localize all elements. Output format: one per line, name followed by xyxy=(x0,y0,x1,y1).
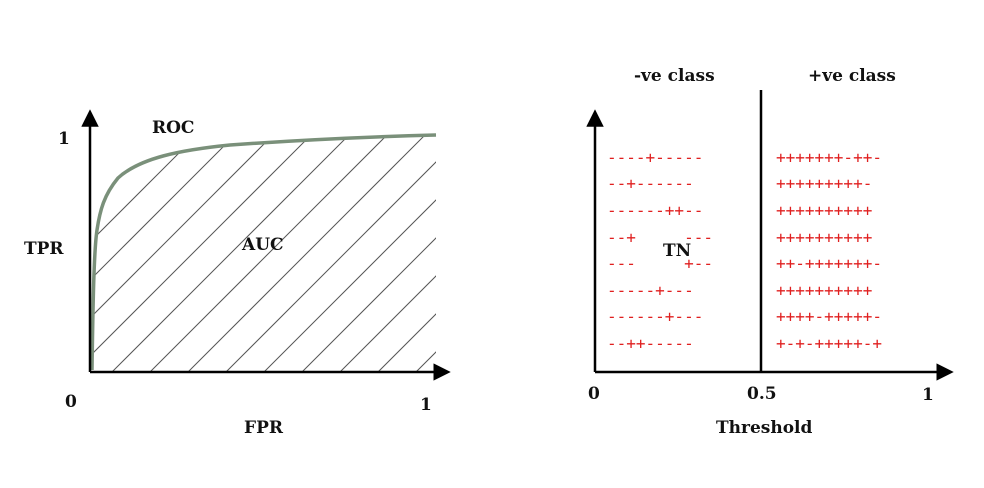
positive-class-samples: +++++++-++- +++++++++- ++++++++++ +++++++++… xyxy=(776,148,882,353)
auc-label: AUC xyxy=(241,235,284,255)
negative-sample-row: --- +-- xyxy=(607,254,713,273)
positive-sample-row: +-+-+++++-+ xyxy=(776,334,882,353)
tpr-axis-label: TPR xyxy=(24,239,64,259)
hatch-line xyxy=(187,135,436,372)
hatch-line xyxy=(92,135,261,372)
hatch-line xyxy=(301,135,436,372)
fpr-axis-label: FPR xyxy=(244,418,284,438)
roc-x-tick-1: 1 xyxy=(420,395,432,415)
hatch-line xyxy=(530,72,830,372)
tn-label: TN xyxy=(663,241,691,261)
hatch-line xyxy=(568,72,868,372)
roc-curve xyxy=(90,133,437,371)
threshold-tick-0-5: 0.5 xyxy=(747,384,777,404)
hatch-line xyxy=(339,135,436,372)
threshold-panel: -ve class +ve class TN Threshold 0 0.5 1… xyxy=(586,66,954,438)
hatch-line xyxy=(92,135,375,372)
hatch-line xyxy=(92,135,299,372)
positive-sample-row: +++++++++- xyxy=(776,174,872,193)
roc-y-tick-1: 1 xyxy=(58,129,70,149)
auc-hatch xyxy=(92,72,906,372)
positive-sample-row: +++++++-++- xyxy=(776,148,882,167)
hatch-line xyxy=(111,135,413,372)
negative-sample-row: ----+----- xyxy=(607,148,703,167)
hatch-line xyxy=(92,135,337,372)
roc-panel: ROC AUC TPR FPR 1 0 1 xyxy=(24,72,906,438)
positive-sample-row: ++++++++++ xyxy=(776,228,872,247)
negative-class-samples: ----+----- --+------ ------++-- --+ --- --- … xyxy=(607,148,713,353)
positive-sample-row: ++++++++++ xyxy=(776,201,872,220)
negative-class-header: -ve class xyxy=(634,66,715,86)
positive-class-header: +ve class xyxy=(808,66,896,86)
negative-sample-row: -----+--- xyxy=(607,281,694,300)
hatch-line xyxy=(606,72,906,372)
hatch-line xyxy=(415,135,436,372)
negative-sample-row: ------++-- xyxy=(607,201,703,220)
roc-title: ROC xyxy=(152,118,194,138)
hatch-line xyxy=(377,135,436,372)
negative-sample-row: --+ --- xyxy=(607,228,713,247)
hatch-line xyxy=(225,135,436,372)
negative-sample-row: --+------ xyxy=(607,174,694,193)
negative-sample-row: --++----- xyxy=(607,334,694,353)
positive-sample-row: ++++++++++ xyxy=(776,281,872,300)
threshold-axis-label: Threshold xyxy=(716,418,813,438)
roc-x-tick-0: 0 xyxy=(65,392,77,412)
hatch-line xyxy=(263,135,436,372)
hatch-line xyxy=(454,72,754,372)
positive-sample-row: ++-+++++++- xyxy=(776,254,882,273)
hatch-line xyxy=(149,135,436,372)
positive-sample-row: ++++-+++++- xyxy=(776,307,882,326)
threshold-tick-0: 0 xyxy=(588,384,600,404)
hatch-line xyxy=(492,72,792,372)
negative-sample-row: ------+--- xyxy=(607,307,703,326)
threshold-tick-1: 1 xyxy=(922,385,934,405)
